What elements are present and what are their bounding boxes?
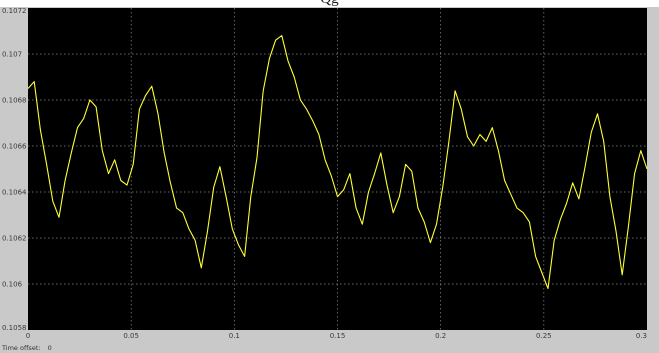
signal-trace — [27, 35, 648, 290]
y-tick-label: 0.1072 — [2, 7, 27, 15]
x-axis-ticks: 0 0.05 0.1 0.15 0.2 0.25 0.3 — [26, 332, 647, 340]
y-tick-label: 0.1066 — [2, 143, 27, 151]
time-offset-label: Time offset: — [1, 344, 41, 352]
y-tick-label: 0.107 — [2, 51, 22, 59]
time-offset-readout: Time offset: 0 — [1, 344, 52, 352]
y-tick-label: 0.1068 — [2, 97, 27, 105]
x-tick-label: 0.05 — [123, 332, 139, 340]
y-tick-label: 0.1058 — [2, 324, 27, 332]
y-tick-label: 0.1062 — [2, 235, 27, 243]
x-tick-label: 0.15 — [330, 332, 346, 340]
scope-chart: 0.1058 0.106 0.1062 0.1064 0.1066 0.1068 0.107… — [1, 7, 648, 352]
trace-layer — [27, 35, 648, 290]
x-tick-label: 0.1 — [229, 332, 240, 340]
y-axis-ticks: 0.1058 0.106 0.1062 0.1064 0.1066 0.1068 0.107… — [2, 7, 27, 332]
y-tick-label: 0.106 — [2, 281, 23, 289]
x-tick-label: 0 — [26, 332, 30, 340]
title-strip: Qg — [0, 0, 659, 7]
y-tick-label: 0.1064 — [2, 189, 27, 197]
time-offset-value: 0 — [48, 344, 52, 352]
x-tick-label: 0.2 — [435, 332, 446, 340]
scope-frame: 0.1058 0.106 0.1062 0.1064 0.1066 0.1068 0.107… — [0, 7, 659, 353]
x-tick-label: 0.25 — [536, 332, 552, 340]
window-title-fragment: Qg — [0, 0, 659, 7]
x-tick-label: 0.3 — [636, 332, 647, 340]
